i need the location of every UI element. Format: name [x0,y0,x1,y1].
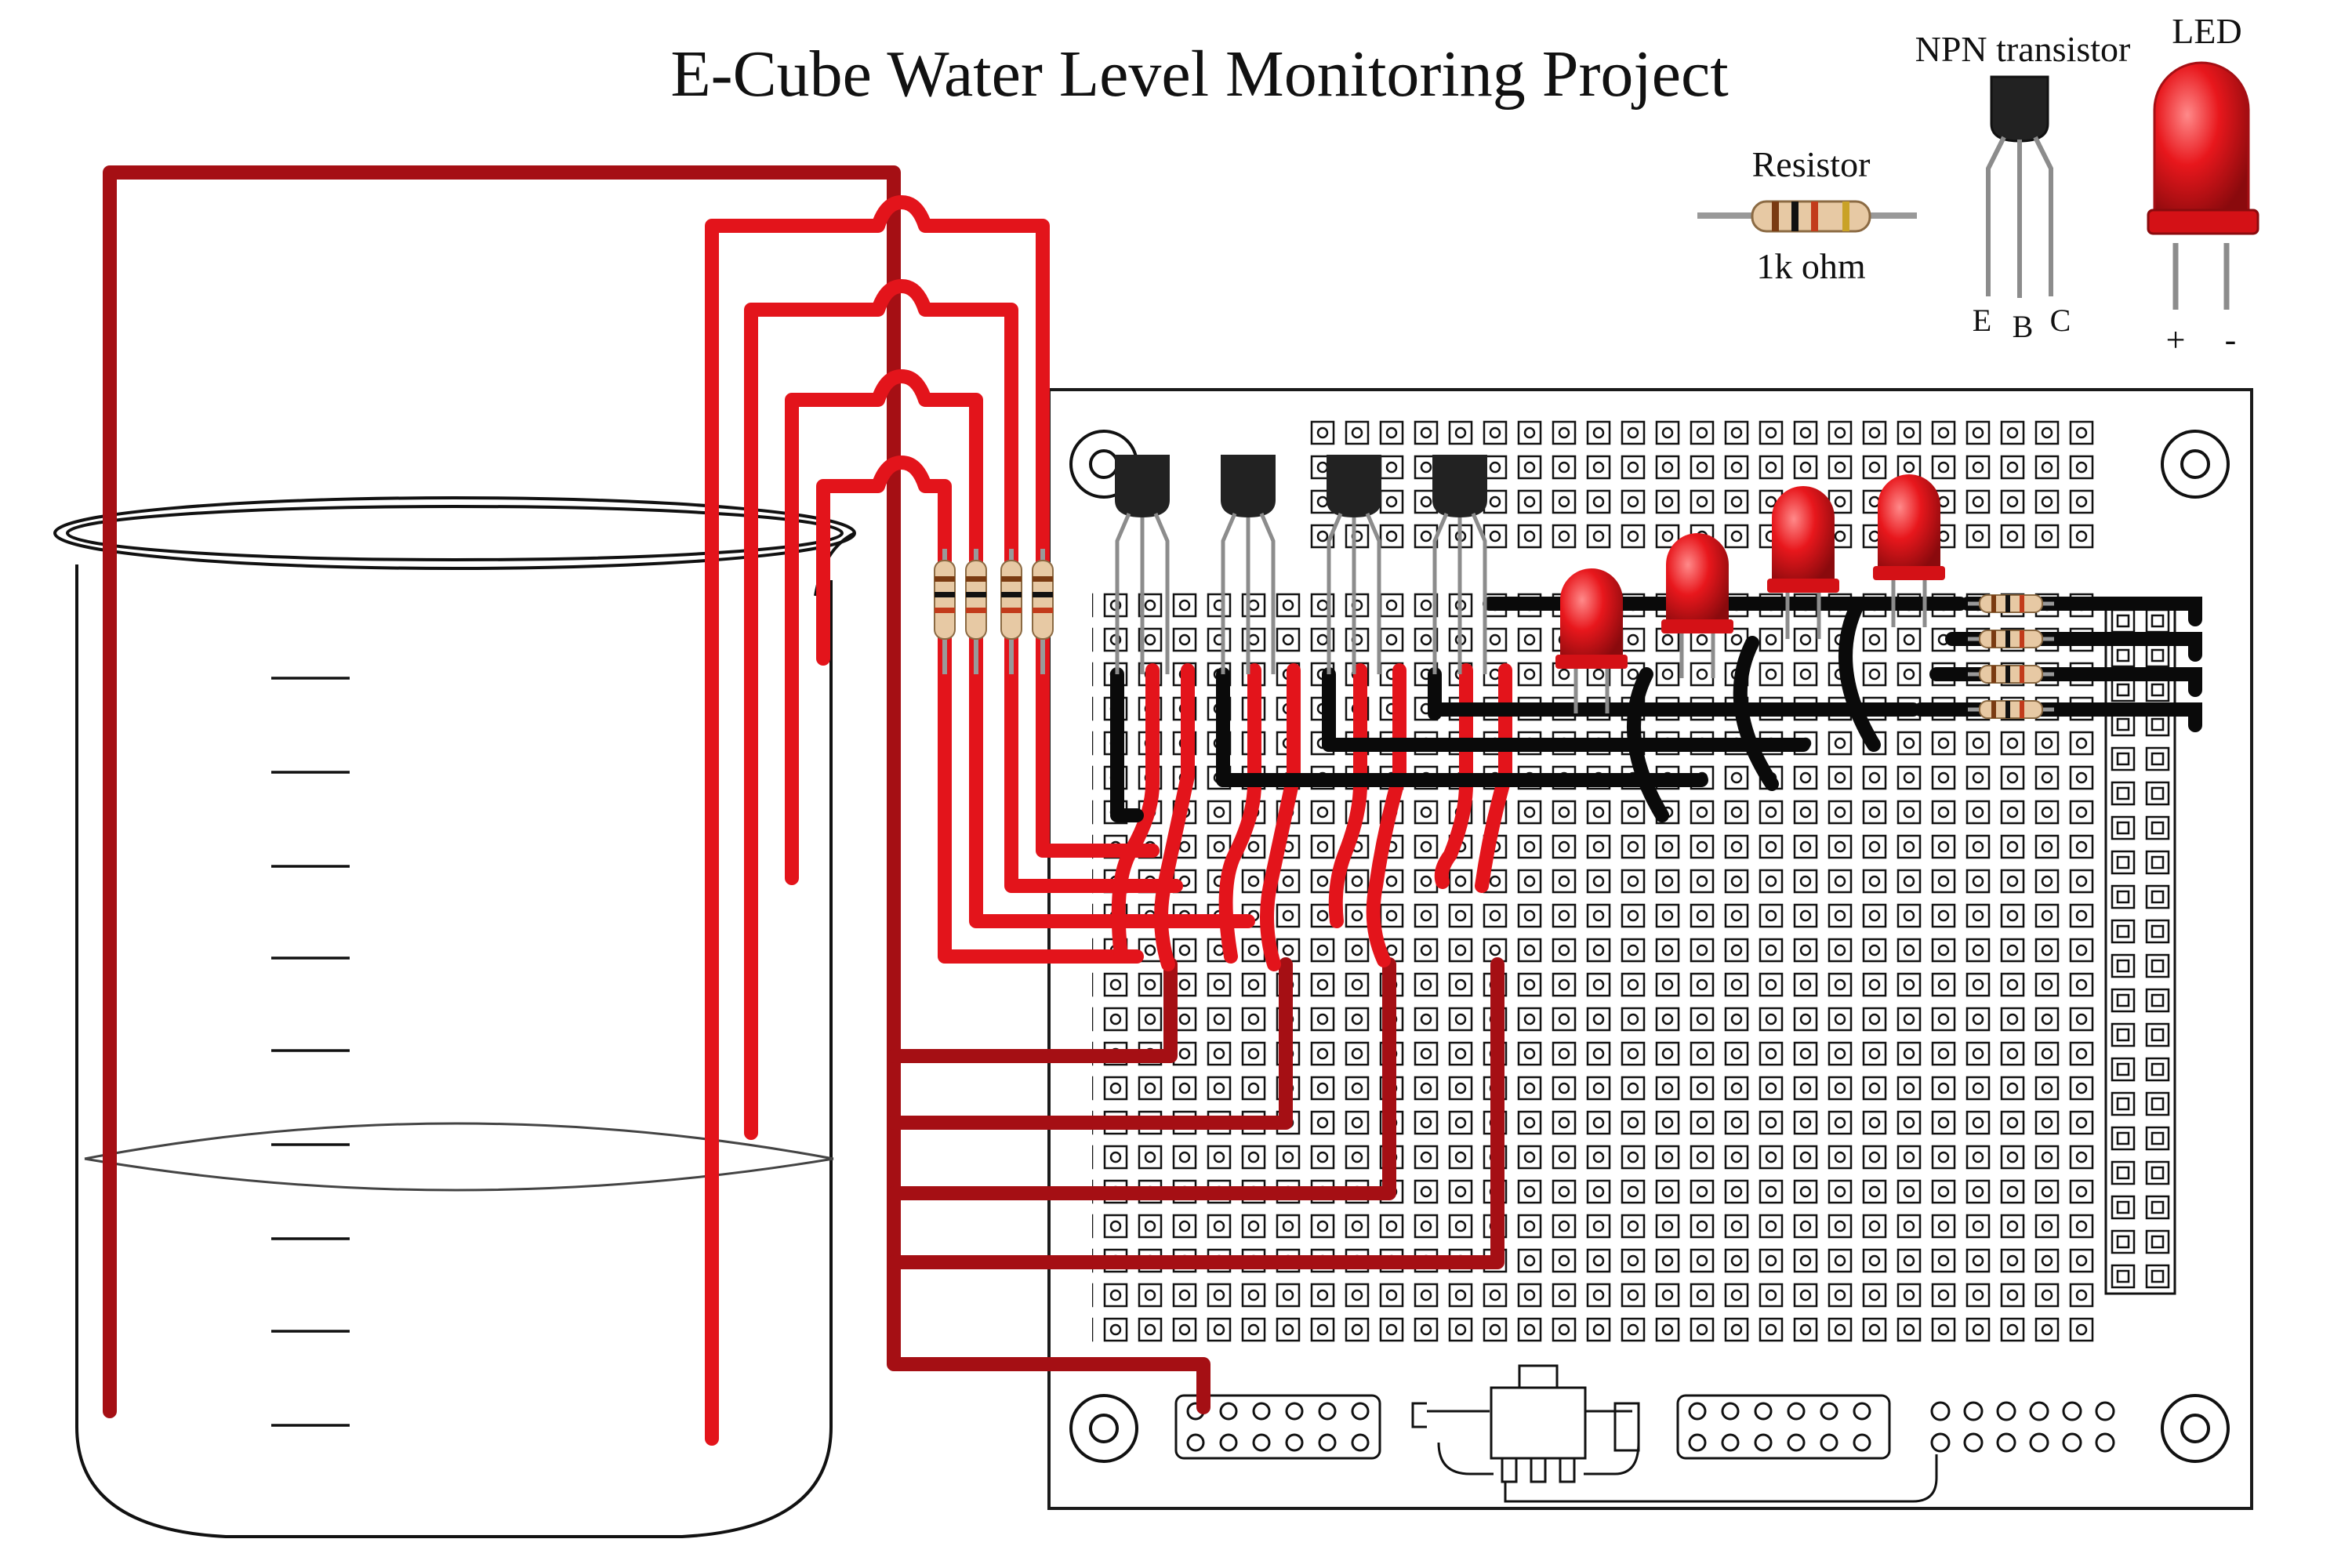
resistor-icon [1968,630,2054,648]
led-icon [1767,486,1839,639]
resistor-icon [1697,200,1917,233]
transistor-label: NPN transistor [1915,29,2131,69]
npn-transistor-icon [1986,75,2053,298]
page-title: E-Cube Water Level Monitoring Project [670,38,1728,111]
pad-grid-right [2106,604,2175,1294]
transistor-pin-c: C [2050,303,2071,338]
resistor-icon [1968,594,2054,613]
header-connector-left [1174,1394,1381,1460]
pad-row-extra [1930,1401,2115,1453]
header-connector-right [1676,1394,1891,1460]
beaker-icon [53,496,856,1538]
resistor-icon [1968,700,2054,719]
npn-transistor-icon [1115,455,1170,674]
npn-transistor-icon [1432,455,1487,674]
resistor-icon [965,549,987,674]
resistor-value-label: 1k ohm [1756,246,1866,286]
led-plus-label: + [2166,321,2186,359]
legend: Resistor 1k ohm NPN transistor E B C LED [1697,11,2259,359]
mounting-hole [2161,1394,2230,1463]
pad-grid-main-lower [1092,588,2099,1348]
pad-grid-main [1305,416,2099,554]
bright-red-wires [705,195,1512,1446]
led-icon [1661,533,1733,678]
led-label: LED [2172,11,2241,51]
led-icon [2147,61,2259,310]
resistor-label: Resistor [1752,144,1871,184]
resistor-icon [1000,549,1022,674]
transistor-pin-b: B [2013,309,2034,344]
transistor-pin-e: E [1973,303,1991,338]
dark-red-wires [103,165,1504,1418]
npn-transistor-icon [1221,455,1276,674]
resistor-icon [934,549,956,674]
npn-transistor-icon [1327,455,1381,674]
resistor-icon [1032,549,1054,674]
mounting-hole [1069,1394,1138,1463]
mounting-hole [2161,430,2230,499]
resistor-icon [1968,665,2054,684]
led-icon [1873,474,1945,627]
led-icon [1555,568,1628,713]
led-minus-label: - [2225,321,2237,359]
voltage-regulator-icon [1411,1364,1938,1503]
